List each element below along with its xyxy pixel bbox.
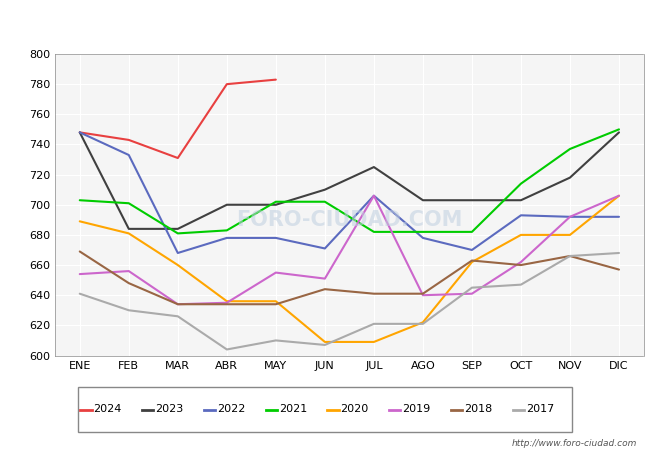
- Text: FORO-CIUDAD.COM: FORO-CIUDAD.COM: [236, 210, 463, 230]
- Text: 2023: 2023: [155, 405, 183, 414]
- Text: http://www.foro-ciudad.com: http://www.foro-ciudad.com: [512, 439, 637, 448]
- Text: 2019: 2019: [402, 405, 430, 414]
- Text: Afiliados en Beneixama a 31/5/2024: Afiliados en Beneixama a 31/5/2024: [162, 14, 488, 32]
- Text: 2024: 2024: [94, 405, 122, 414]
- Text: 2018: 2018: [464, 405, 492, 414]
- Text: 2022: 2022: [217, 405, 246, 414]
- Text: 2020: 2020: [341, 405, 369, 414]
- Text: 2021: 2021: [279, 405, 307, 414]
- Text: 2017: 2017: [526, 405, 554, 414]
